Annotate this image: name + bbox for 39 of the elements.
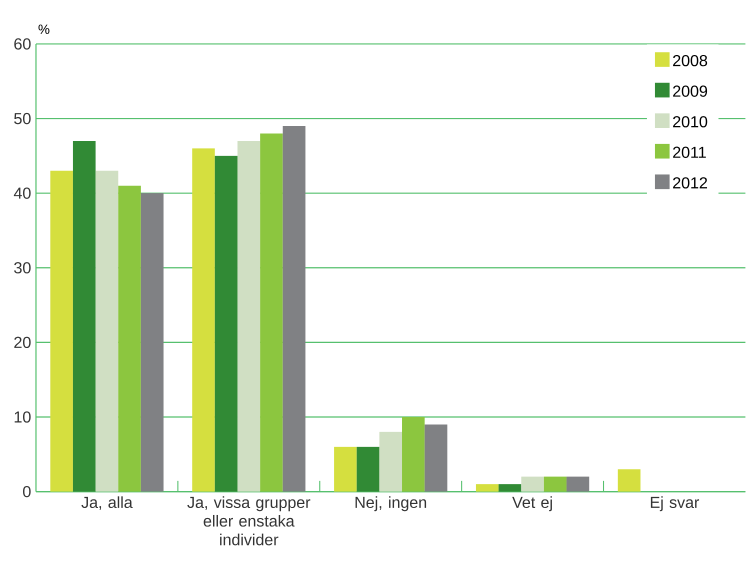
legend-label: 2012	[673, 177, 708, 189]
y-tick-label: 50	[14, 113, 31, 124]
legend-label: 2008	[673, 55, 708, 67]
bar	[544, 476, 567, 492]
x-tick-label: Ja, vissa grupper eller enstaka individer	[187, 496, 310, 546]
bar	[498, 484, 522, 492]
bar	[356, 447, 380, 492]
bar	[214, 156, 238, 492]
x-tick-label: Nej, ingen	[356, 496, 426, 512]
bar	[334, 447, 357, 492]
bar	[424, 424, 448, 492]
y-tick-label: 10	[14, 412, 31, 423]
legend-label: 2011	[673, 146, 706, 158]
y-tick-label: 40	[14, 188, 31, 200]
legend-label: 2010	[673, 116, 708, 128]
bar	[72, 141, 96, 492]
bar	[566, 476, 590, 492]
bar	[192, 148, 215, 492]
bar	[282, 126, 306, 492]
bar	[118, 186, 141, 492]
y-tick-label: 0	[23, 486, 31, 498]
x-tick-label: Ja, alla	[81, 496, 133, 510]
x-tick-label: Vet ej	[512, 496, 552, 512]
y-axis-title: %	[38, 24, 50, 34]
bar	[379, 432, 402, 492]
y-tick-label: 30	[14, 262, 31, 274]
legend-label: 2009	[673, 86, 708, 98]
bar	[476, 484, 499, 492]
bar	[402, 417, 425, 492]
bar	[96, 171, 118, 492]
bar	[50, 171, 73, 492]
y-tick-label: 60	[14, 38, 31, 50]
bar	[521, 476, 544, 492]
bar	[140, 193, 164, 492]
bar	[237, 141, 260, 492]
x-tick-label: Ej svar	[650, 496, 700, 512]
y-tick-label: 20	[14, 336, 31, 348]
bar	[618, 469, 640, 492]
bar	[260, 134, 283, 492]
